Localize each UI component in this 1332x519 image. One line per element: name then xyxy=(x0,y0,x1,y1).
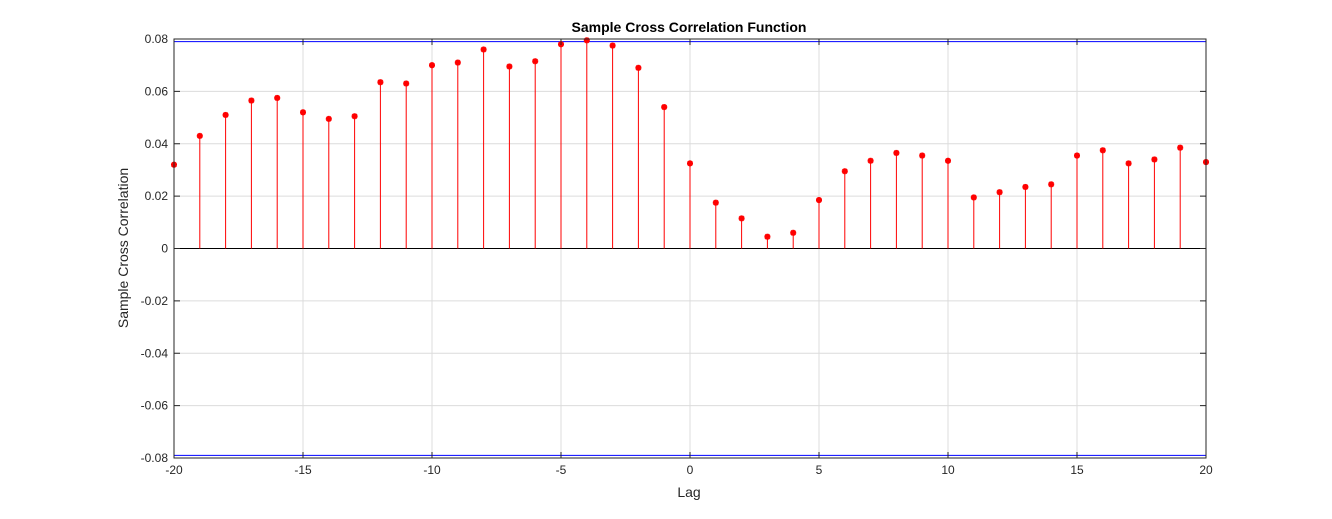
x-tick-label: -20 xyxy=(165,463,183,477)
stem-point xyxy=(1074,152,1080,249)
stem-marker-d2 xyxy=(816,197,822,203)
stem-point xyxy=(738,215,745,249)
stem-marker-d2 xyxy=(790,229,797,236)
stem-marker-d2 xyxy=(1048,181,1055,188)
x-axis-label: Lag xyxy=(677,484,700,500)
stem-point xyxy=(712,199,719,249)
stem-point xyxy=(1125,160,1132,249)
stem-point xyxy=(274,94,281,249)
stem-marker-d2 xyxy=(480,46,487,53)
stem-marker-d2 xyxy=(635,64,642,71)
stem-point xyxy=(609,42,616,249)
stem-point xyxy=(841,168,848,249)
stem-marker-d2 xyxy=(1125,160,1132,167)
stem-marker-d2 xyxy=(506,63,513,70)
stem-marker-d2 xyxy=(377,79,384,86)
x-tick-label: -5 xyxy=(556,463,567,477)
stem-marker-d2 xyxy=(1099,147,1106,154)
x-tick-label: -15 xyxy=(294,463,312,477)
stem-marker-d2 xyxy=(609,42,616,49)
stem-marker-d2 xyxy=(429,62,435,69)
stem-point xyxy=(248,97,255,249)
y-tick-label: 0.02 xyxy=(145,189,169,203)
stem-point xyxy=(816,197,822,249)
x-tick-label: -10 xyxy=(423,463,441,477)
stem-marker-d2 xyxy=(454,59,461,66)
stem-point xyxy=(351,113,358,249)
stem-point xyxy=(506,63,513,249)
stem-point xyxy=(377,79,384,249)
stem-marker-d2 xyxy=(945,157,951,164)
x-tick-label: 10 xyxy=(941,463,955,477)
stem-point xyxy=(945,157,951,249)
stem-point xyxy=(1022,183,1029,249)
stem-marker-d2 xyxy=(222,112,229,118)
stem-point xyxy=(970,194,977,249)
stem-point xyxy=(1048,181,1055,249)
x-tick-label: 15 xyxy=(1070,463,1084,477)
y-tick-label: 0.04 xyxy=(145,137,169,151)
y-axis-ticks: -0.08 -0.06 -0.04 -0.02 0 0.02 0.04 0.06 0.08 xyxy=(141,32,1206,465)
stem-point xyxy=(403,80,410,249)
stem-marker-d2 xyxy=(1074,152,1080,159)
stem-point xyxy=(764,233,771,249)
stem-marker-d2 xyxy=(300,109,306,116)
stem-point xyxy=(790,229,797,249)
y-tick-label: -0.04 xyxy=(141,346,169,360)
stem-marker-d2 xyxy=(893,150,900,156)
stem-marker-d2 xyxy=(970,194,977,201)
stem-point xyxy=(454,59,461,249)
stem-point xyxy=(996,189,1003,249)
x-tick-label: 0 xyxy=(687,463,694,477)
stem-point xyxy=(919,152,926,249)
stem-point xyxy=(222,111,229,249)
stem-marker-d2 xyxy=(248,97,255,104)
stem-marker-d2 xyxy=(764,233,771,240)
stem-point xyxy=(1099,147,1106,249)
stem-point xyxy=(687,160,693,249)
stem-marker-d2 xyxy=(1151,156,1158,163)
stem-marker-d2 xyxy=(196,132,203,139)
y-tick-label: -0.08 xyxy=(141,451,169,465)
stem-marker-d2 xyxy=(712,199,719,206)
stem-marker-d2 xyxy=(867,157,874,164)
stem-point xyxy=(635,64,642,249)
stem-marker-d2 xyxy=(325,115,332,122)
y-tick-label: -0.06 xyxy=(141,399,169,413)
chart-title: Sample Cross Correlation Function xyxy=(572,19,807,35)
stem-marker-d2 xyxy=(403,80,410,87)
x-tick-label: 5 xyxy=(816,463,823,477)
y-tick-label: 0.06 xyxy=(145,84,169,98)
stem-point xyxy=(893,149,900,249)
stem-point xyxy=(661,104,668,249)
stem-marker-d2 xyxy=(687,160,693,167)
stem-marker-d2 xyxy=(919,152,926,159)
stem-marker-d2 xyxy=(532,58,539,65)
stem-marker-d2 xyxy=(738,215,745,222)
stem-point xyxy=(1177,144,1184,249)
stem-marker-d2 xyxy=(996,189,1003,196)
stem-point xyxy=(300,109,306,249)
stem-marker-d2 xyxy=(841,168,848,175)
stem-point xyxy=(429,62,435,249)
stem-point xyxy=(532,58,539,249)
y-tick-label: 0.08 xyxy=(145,32,169,46)
x-tick-label: 20 xyxy=(1199,463,1213,477)
stem-point xyxy=(867,157,874,249)
y-tick-label: -0.02 xyxy=(141,294,169,308)
stem-point xyxy=(196,132,203,249)
y-tick-label: 0 xyxy=(161,242,168,256)
stem-point xyxy=(325,115,332,249)
stem-point xyxy=(1151,156,1158,249)
stem-marker-d2 xyxy=(661,104,668,110)
y-axis-label: Sample Cross Correlation xyxy=(115,168,131,328)
stem-marker-d2 xyxy=(351,113,358,120)
stem-marker-d2 xyxy=(1177,144,1184,151)
stem-point xyxy=(480,46,487,249)
stem-marker-d2 xyxy=(274,95,281,101)
x-axis-ticks: -20 -15 -10 -5 0 5 10 15 20 xyxy=(165,39,1213,477)
stem-marker-d2 xyxy=(1022,184,1029,190)
